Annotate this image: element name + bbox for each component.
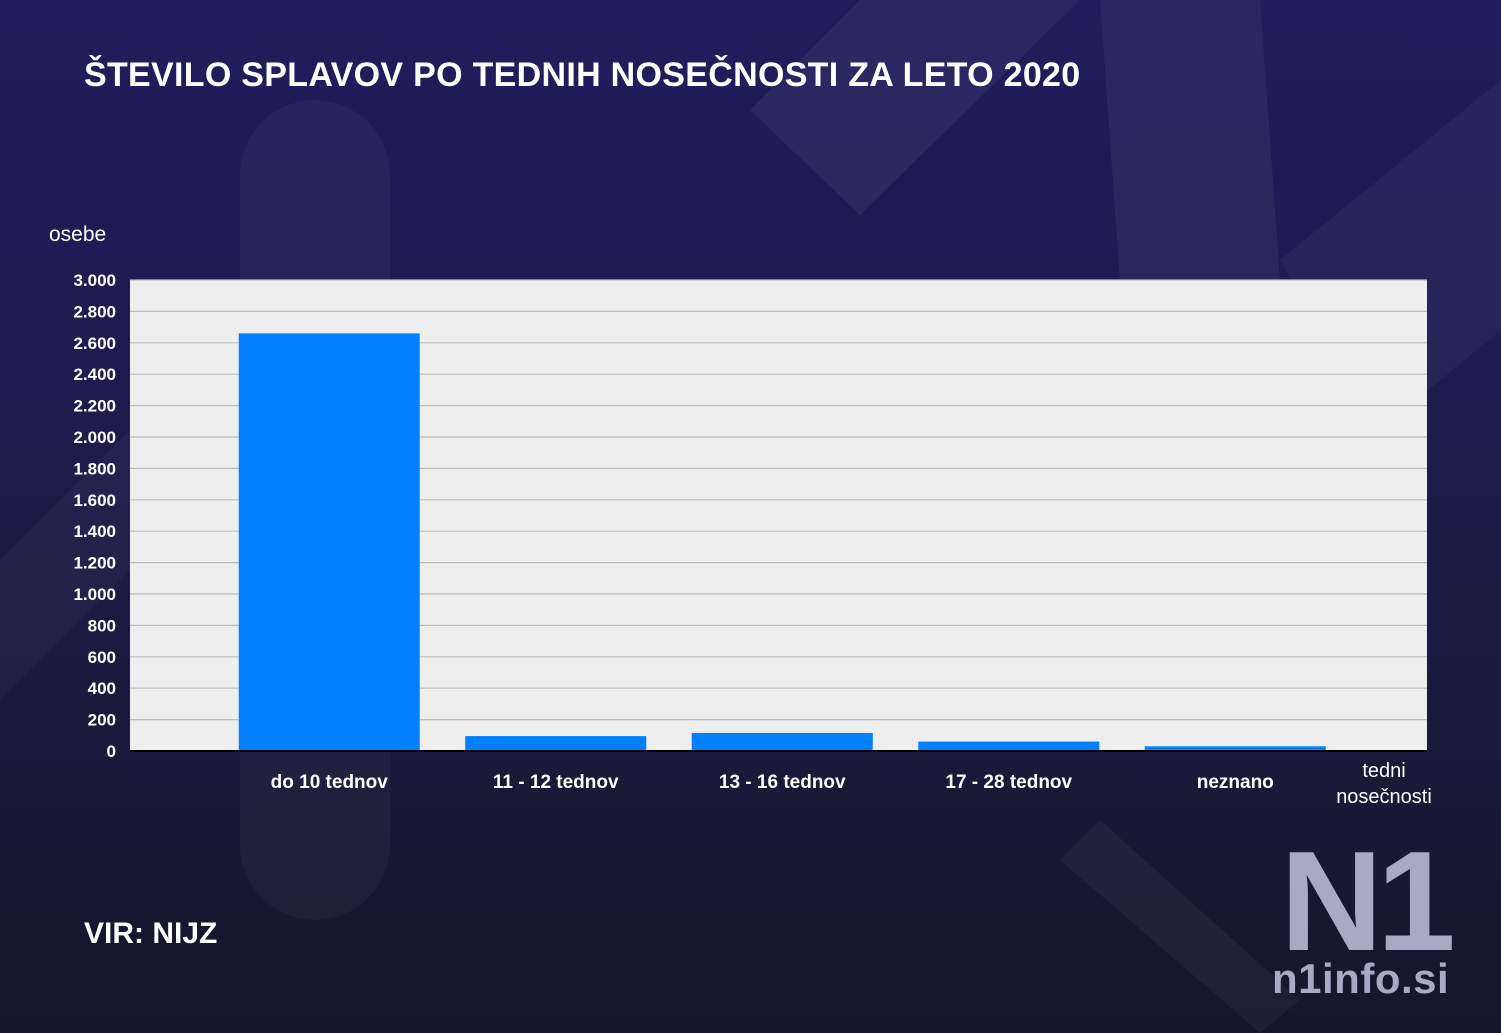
y-tick-label: 2.400 (73, 365, 116, 384)
y-tick-label: 800 (88, 616, 116, 635)
y-tick-label: 400 (88, 679, 116, 698)
logo-text: N1 (1280, 838, 1453, 981)
bar (691, 732, 873, 751)
source-note: VIR: NIJZ (84, 917, 218, 950)
y-tick-label: 0 (107, 742, 116, 761)
bar (918, 741, 1100, 751)
x-tick-label: do 10 tednov (271, 772, 389, 793)
bar (238, 333, 420, 751)
y-tick-label: 200 (88, 711, 116, 730)
chart-title: ŠTEVILO SPLAVOV PO TEDNIH NOSEČNOSTI ZA … (84, 56, 1081, 94)
y-tick-label: 1.200 (73, 554, 116, 573)
x-axis-label-line: tedni (1362, 760, 1406, 782)
n1-logo: N1 (1280, 838, 1459, 981)
bar (1144, 746, 1326, 751)
x-axis-label-line: nosečnosti (1336, 786, 1432, 808)
bar (465, 736, 647, 751)
y-axis-label: osebe (49, 223, 107, 246)
x-tick-label: 17 - 28 tednov (945, 772, 1072, 793)
y-tick-label: 1.800 (73, 459, 116, 478)
brand-site: n1info.si (1272, 955, 1450, 1002)
y-tick-label: 1.000 (73, 585, 116, 604)
x-axis-label: tedni nosečnosti (1325, 758, 1443, 810)
y-tick-label: 600 (88, 648, 116, 667)
y-tick-label: 2.600 (73, 334, 116, 353)
y-tick-label: 2.000 (73, 428, 116, 447)
x-tick-label: neznano (1197, 772, 1274, 793)
y-tick-label: 3.000 (73, 271, 116, 290)
y-tick-label: 2.200 (73, 397, 116, 416)
y-tick-label: 1.400 (73, 522, 116, 541)
y-tick-label: 2.800 (73, 302, 116, 321)
y-tick-label: 1.600 (73, 491, 116, 510)
x-tick-label: 13 - 16 tednov (719, 772, 846, 793)
x-tick-label: 11 - 12 tednov (493, 772, 619, 793)
